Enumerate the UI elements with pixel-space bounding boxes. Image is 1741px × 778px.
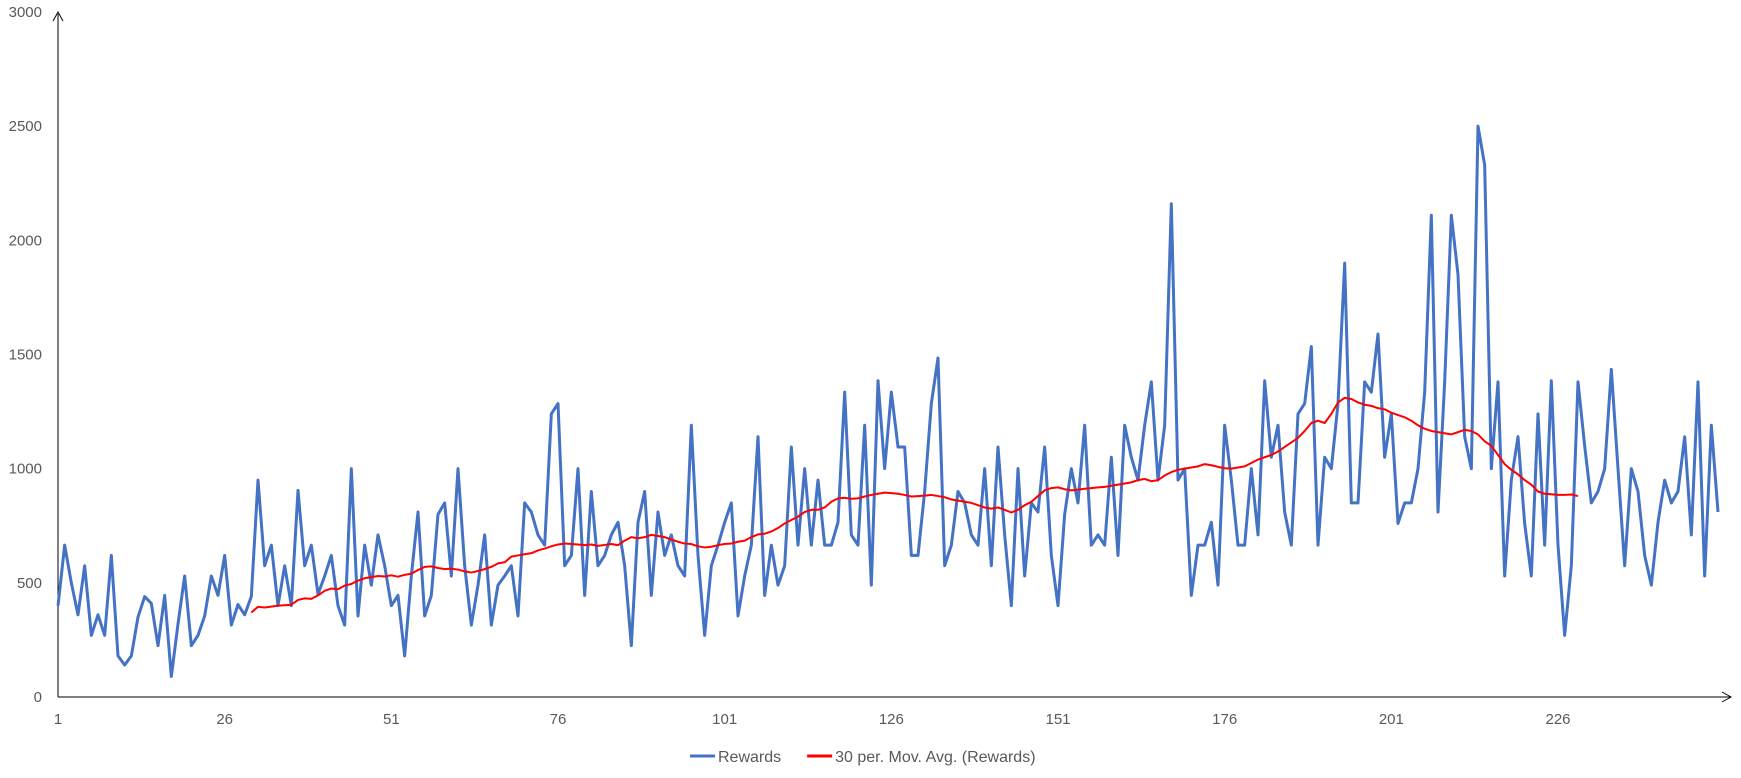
x-tick-label: 51	[383, 711, 400, 728]
legend-label: Rewards	[718, 749, 781, 766]
x-tick-label: 101	[712, 711, 737, 728]
x-tick-label: 1	[54, 711, 62, 728]
series-points-1	[250, 397, 1579, 614]
legend-label: 30 per. Mov. Avg. (Rewards)	[835, 749, 1035, 766]
x-tick-label: 226	[1545, 711, 1570, 728]
legend: Rewards 30 per. Mov. Avg. (Rewards)	[690, 749, 1036, 766]
y-tick-label: 1000	[9, 461, 42, 478]
x-tick-label: 201	[1379, 711, 1404, 728]
y-tick-label: 3000	[9, 4, 42, 21]
x-tick-label: 151	[1045, 711, 1070, 728]
series-points-0	[57, 125, 1719, 677]
x-axis-arrow-icon	[1721, 691, 1733, 703]
x-axis-labels: 1 26 51 76 101 126 151 176 201 226	[54, 711, 1571, 728]
y-tick-label: 500	[17, 575, 42, 592]
x-tick-label: 176	[1212, 711, 1237, 728]
plot-area	[56, 124, 1720, 678]
x-tick-label: 76	[550, 711, 567, 728]
series-line-rewards	[56, 124, 1720, 678]
series-line-moving-average	[250, 396, 1579, 614]
x-tick-label: 126	[879, 711, 904, 728]
y-tick-label: 2500	[9, 118, 42, 135]
y-tick-label: 0	[34, 689, 42, 706]
x-tick-label: 26	[216, 711, 233, 728]
axes	[52, 10, 1733, 703]
y-axis-labels: 0 500 1000 1500 2000 2500 3000	[9, 4, 42, 706]
y-axis-arrow-icon	[52, 10, 64, 22]
y-tick-label: 1500	[9, 347, 42, 364]
y-tick-label: 2000	[9, 232, 42, 249]
